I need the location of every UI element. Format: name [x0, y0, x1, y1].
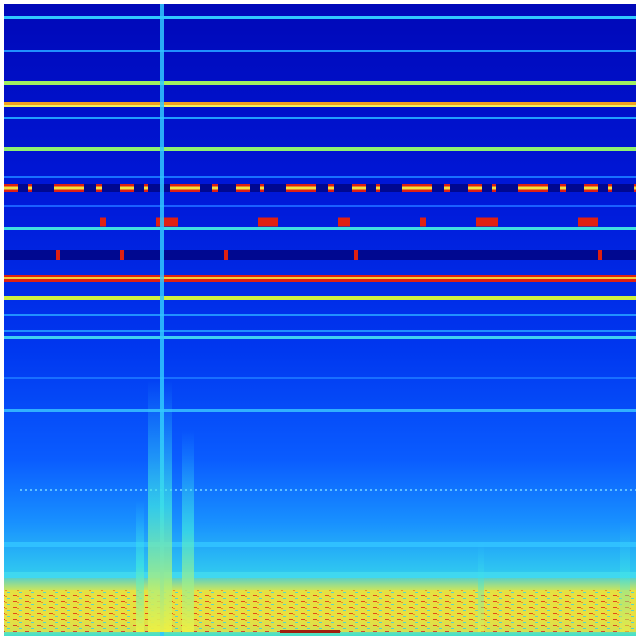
- band: [4, 102, 636, 105]
- band: [4, 409, 636, 412]
- band: [4, 16, 636, 19]
- plume: [478, 540, 484, 632]
- band: [4, 117, 636, 119]
- horizontal-lines: [4, 16, 636, 633]
- plume: [620, 520, 630, 632]
- band: [4, 572, 636, 578]
- band: [4, 205, 636, 207]
- plume: [136, 500, 144, 632]
- noise-band: [4, 590, 636, 632]
- plume: [148, 380, 172, 632]
- band: [4, 336, 636, 339]
- band: [4, 330, 636, 332]
- band: [4, 542, 636, 547]
- band: [4, 105, 636, 107]
- band: [4, 184, 636, 192]
- band: [4, 81, 636, 85]
- band: [4, 250, 636, 260]
- band: [280, 630, 340, 633]
- band: [4, 176, 636, 178]
- vertical-line: [160, 4, 164, 636]
- band: [4, 377, 636, 379]
- background: [4, 4, 636, 636]
- band: [4, 314, 636, 316]
- band: [4, 296, 636, 300]
- vertical-features: [136, 4, 630, 636]
- band: [4, 50, 636, 52]
- band: [4, 227, 636, 230]
- plume: [182, 430, 194, 632]
- band: [4, 147, 636, 151]
- band: [4, 277, 636, 279]
